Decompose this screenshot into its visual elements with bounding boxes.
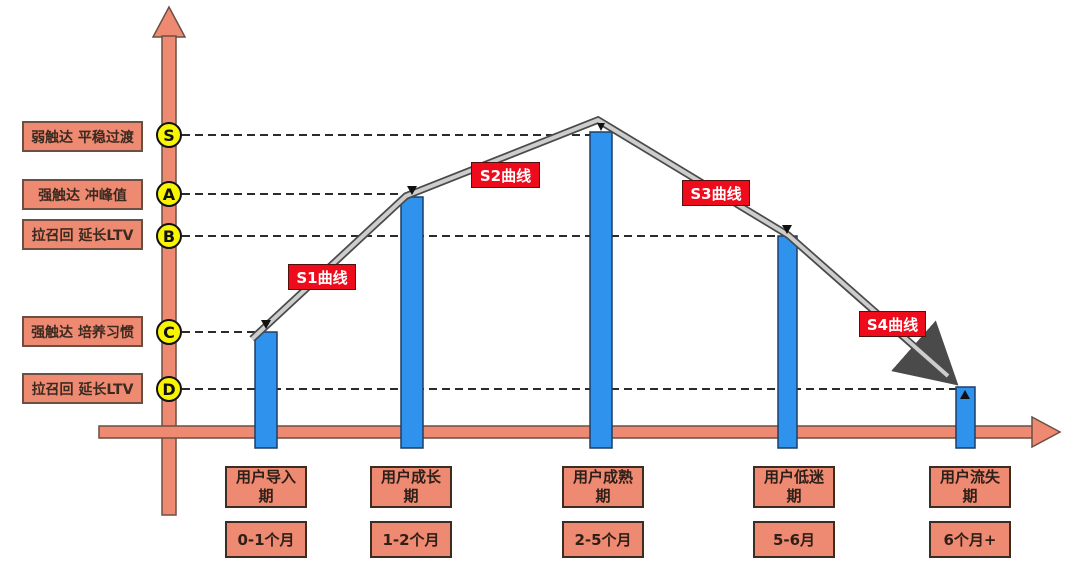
strategy-label-A: 强触达 冲峰值 [22,179,143,210]
stage-duration-3: 2-5个月 [562,521,644,558]
bar-stage-3 [589,131,613,449]
s-curve-ribbon [249,115,959,386]
level-guide-lines [182,134,957,390]
bar-stage-4 [777,235,798,449]
stage-name-4: 用户低迷 期 [753,466,835,508]
peak-marker-2 [407,186,417,195]
stage-name-1: 用户导入 期 [225,466,307,508]
curve-tag-s3: S3曲线 [682,180,750,206]
stage-name-2: 用户成长 期 [370,466,452,508]
bar-stage-5 [955,386,976,449]
strategy-label-S: 弱触达 平稳过渡 [22,121,143,152]
stage-duration-1: 0-1个月 [225,521,307,558]
bar-stage-1 [254,331,278,449]
bar-stage-2 [400,196,424,449]
stage-name-3: 用户成熟 期 [562,466,644,508]
curve-tag-s2: S2曲线 [471,162,540,188]
peak-marker-5 [960,390,970,399]
y-axis-arrow [151,5,187,516]
curve-tag-s4: S4曲线 [859,311,926,337]
stage-duration-2: 1-2个月 [370,521,452,558]
stage-bars [254,131,976,449]
x-axis-arrow [98,415,1062,449]
strategy-label-B: 拉召回 延长LTV [22,219,143,250]
level-circle-D: D [156,376,182,402]
peak-markers [261,123,970,399]
level-circle-S: S [156,122,182,148]
peak-marker-1 [261,320,271,329]
peak-marker-4 [782,225,792,234]
level-circle-B: B [156,223,182,249]
level-circle-C: C [156,319,182,345]
strategy-label-C: 强触达 培养习惯 [22,316,143,347]
stage-duration-4: 5-6月 [753,521,835,558]
curve-tag-s1: S1曲线 [288,264,356,290]
stage-duration-5: 6个月+ [929,521,1011,558]
peak-marker-3 [597,123,605,131]
stage-name-5: 用户流失 期 [929,466,1011,508]
level-circle-A: A [156,181,182,207]
strategy-label-D: 拉召回 延长LTV [22,373,143,404]
